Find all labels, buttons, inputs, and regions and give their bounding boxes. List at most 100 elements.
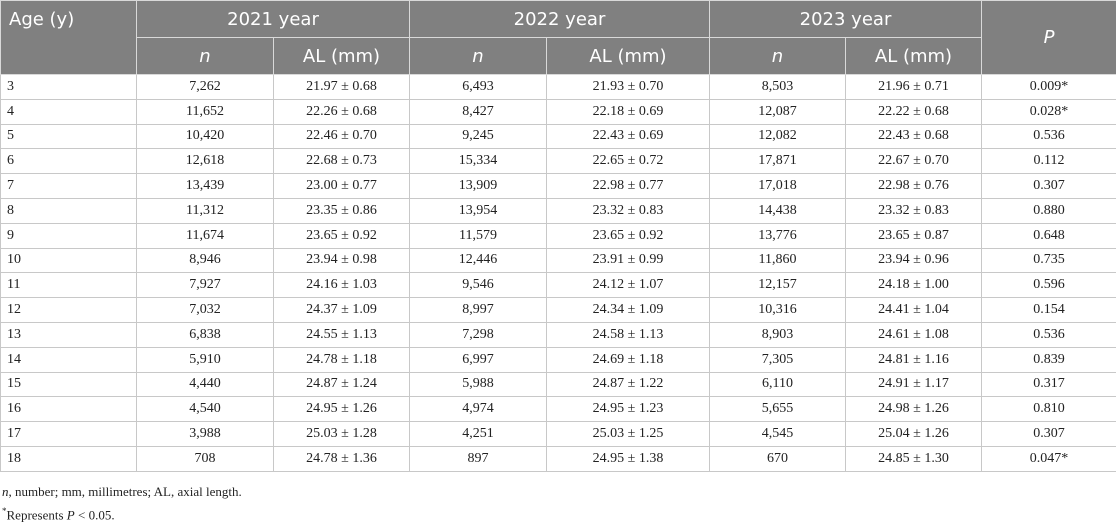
table-cell: 7,298 xyxy=(409,321,547,348)
table-cell: 22.67 ± 0.70 xyxy=(845,148,982,175)
table-row: 17 3,988 25.03 ± 1.28 4,251 25.03 ± 1.25 4,54… xyxy=(0,421,1116,447)
table-cell: 5,910 xyxy=(136,346,274,373)
table-cell: 24.37 ± 1.09 xyxy=(273,297,410,323)
table-cell: 21.93 ± 0.70 xyxy=(546,74,710,100)
table-cell: 24.95 ± 1.23 xyxy=(546,396,710,423)
table-cell: 0.112 xyxy=(981,148,1116,175)
table-cell: 8,997 xyxy=(409,297,547,323)
header-cell: 2021 year xyxy=(136,0,410,38)
table-cell: 22.22 ± 0.68 xyxy=(845,98,982,125)
table-cell: 22.98 ± 0.76 xyxy=(845,173,982,199)
table-cell: 6 xyxy=(0,148,137,175)
table-cell: 0.154 xyxy=(981,297,1116,323)
table-cell: 22.68 ± 0.73 xyxy=(273,148,410,175)
header-cell: AL (mm) xyxy=(273,37,410,75)
table-cell: 9,546 xyxy=(409,272,547,299)
table-row: 11 7,927 24.16 ± 1.03 9,546 24.12 ± 1.07 12,1… xyxy=(0,272,1116,299)
table-cell: 5,988 xyxy=(409,371,547,398)
table-cell: 0.839 xyxy=(981,346,1116,373)
table-cell: 23.94 ± 0.98 xyxy=(273,247,410,274)
table-cell: 4,440 xyxy=(136,371,274,398)
table-cell: 24.41 ± 1.04 xyxy=(845,297,982,323)
table-cell: 7,305 xyxy=(709,346,846,373)
table-cell: 23.91 ± 0.99 xyxy=(546,247,710,274)
table-cell: 18 xyxy=(0,445,137,472)
table-cell: 22.46 ± 0.70 xyxy=(273,123,410,150)
table-row: 8 11,312 23.35 ± 0.86 13,954 23.32 ± 0.83 14,… xyxy=(0,197,1116,224)
table-cell: 0.735 xyxy=(981,247,1116,274)
table-row: 9 11,674 23.65 ± 0.92 11,579 23.65 ± 0.92 13,… xyxy=(0,222,1116,249)
table-cell: 24.58 ± 1.13 xyxy=(546,321,710,348)
table-row: 10 8,946 23.94 ± 0.98 12,446 23.91 ± 0.99 11,… xyxy=(0,247,1116,274)
table-cell: 23.35 ± 0.86 xyxy=(273,197,410,224)
table-cell: 21.97 ± 0.68 xyxy=(273,74,410,100)
table-row: 3 7,262 21.97 ± 0.68 6,493 21.93 ± 0.70 8,503… xyxy=(0,74,1116,100)
table-cell: 11,860 xyxy=(709,247,846,274)
table-cell: 11,674 xyxy=(136,222,274,249)
table-row: 16 4,540 24.95 ± 1.26 4,974 24.95 ± 1.23 5,65… xyxy=(0,396,1116,423)
table-cell: 7 xyxy=(0,173,137,199)
table-cell: 7,032 xyxy=(136,297,274,323)
header-cell: Age (y) xyxy=(0,0,137,75)
table-cell: 13,439 xyxy=(136,173,274,199)
table-cell: 670 xyxy=(709,445,846,472)
table-cell: 0.536 xyxy=(981,123,1116,150)
footnote-mark: * xyxy=(2,506,7,516)
table-cell: 15,334 xyxy=(409,148,547,175)
table-cell: 0.596 xyxy=(981,272,1116,299)
table-cell: 17 xyxy=(0,421,137,447)
table-cell: 0.009* xyxy=(981,74,1116,100)
table-cell: 25.04 ± 1.26 xyxy=(845,421,982,447)
table-cell: 25.03 ± 1.25 xyxy=(546,421,710,447)
table-cell: 11,652 xyxy=(136,98,274,125)
table-cell: 23.65 ± 0.92 xyxy=(273,222,410,249)
table-cell: 24.18 ± 1.00 xyxy=(845,272,982,299)
table-cell: 22.26 ± 0.68 xyxy=(273,98,410,125)
table-cell: 8 xyxy=(0,197,137,224)
table-cell: 4,251 xyxy=(409,421,547,447)
table-cell: 24.85 ± 1.30 xyxy=(845,445,982,472)
table-cell: 10 xyxy=(0,247,137,274)
table-cell: 24.61 ± 1.08 xyxy=(845,321,982,348)
table-cell: 24.81 ± 1.16 xyxy=(845,346,982,373)
table-row: 5 10,420 22.46 ± 0.70 9,245 22.43 ± 0.69 12,0… xyxy=(0,123,1116,150)
table-cell: 12,618 xyxy=(136,148,274,175)
header-cell: P xyxy=(981,0,1116,75)
table-row: 13 6,838 24.55 ± 1.13 7,298 24.58 ± 1.13 8,90… xyxy=(0,321,1116,348)
table-cell: 8,946 xyxy=(136,247,274,274)
table-cell: 6,997 xyxy=(409,346,547,373)
table-cell: 24.95 ± 1.38 xyxy=(546,445,710,472)
table-cell: 22.43 ± 0.68 xyxy=(845,123,982,150)
table-cell: 17,018 xyxy=(709,173,846,199)
table-cell: 24.69 ± 1.18 xyxy=(546,346,710,373)
table-cell: 23.32 ± 0.83 xyxy=(845,197,982,224)
table-cell: 13,954 xyxy=(409,197,547,224)
table-cell: 23.94 ± 0.96 xyxy=(845,247,982,274)
table-cell: 11 xyxy=(0,272,137,299)
table-cell: 9,245 xyxy=(409,123,547,150)
table-cell: 0.648 xyxy=(981,222,1116,249)
table-cell: 8,427 xyxy=(409,98,547,125)
table-cell: 10,420 xyxy=(136,123,274,150)
table-cell: 23.65 ± 0.87 xyxy=(845,222,982,249)
table-cell: 24.78 ± 1.36 xyxy=(273,445,410,472)
table-cell: 12 xyxy=(0,297,137,323)
table-row: 18 708 24.78 ± 1.36 897 24.95 ± 1.38 670 24.85… xyxy=(0,445,1116,472)
header-row: n AL (mm) n AL (mm) n AL (mm) xyxy=(1,37,1116,75)
table-cell: 24.16 ± 1.03 xyxy=(273,272,410,299)
table-cell: 25.03 ± 1.28 xyxy=(273,421,410,447)
table-cell: 897 xyxy=(409,445,547,472)
table-cell: 24.12 ± 1.07 xyxy=(546,272,710,299)
table-cell: 23.65 ± 0.92 xyxy=(546,222,710,249)
header-cell: AL (mm) xyxy=(546,37,710,75)
table-cell: 8,503 xyxy=(709,74,846,100)
table-cell: 7,262 xyxy=(136,74,274,100)
table-cell: 4,545 xyxy=(709,421,846,447)
header-cell: 2023 year xyxy=(709,0,982,38)
table-cell: 7,927 xyxy=(136,272,274,299)
header-cell: n xyxy=(136,37,274,75)
footnote: n, number; mm, millimetres; AL, axial le… xyxy=(2,484,242,500)
table-cell: 3,988 xyxy=(136,421,274,447)
table-cell: 24.55 ± 1.13 xyxy=(273,321,410,348)
table-cell: 23.32 ± 0.83 xyxy=(546,197,710,224)
